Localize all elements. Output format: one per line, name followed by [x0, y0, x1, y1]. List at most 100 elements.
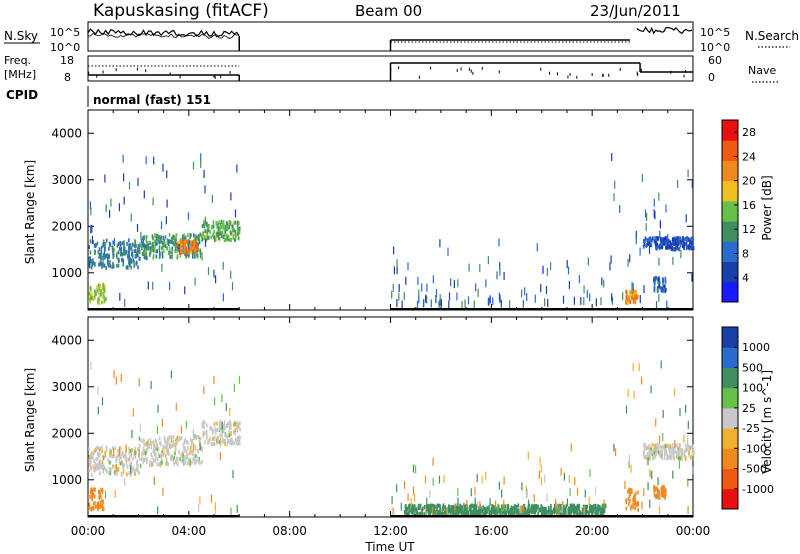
power-echo [236, 220, 239, 225]
velocity-echo [644, 455, 647, 459]
power-echo [231, 231, 234, 236]
power-echo [236, 227, 239, 232]
velocity-echo [150, 445, 153, 450]
velocity-echo [499, 511, 501, 516]
power-colorbar-segment [722, 261, 738, 283]
power-echo-sparse [231, 282, 234, 291]
power-echo [113, 248, 115, 253]
power-echo [692, 237, 695, 242]
power-echo-sparse [550, 262, 552, 271]
velocity-echo [665, 451, 668, 456]
velocity-echo [216, 427, 218, 432]
power-echo [173, 242, 175, 247]
power-echo [221, 230, 224, 235]
power-echo-sparse [403, 292, 405, 301]
velocity-echo-sparse [192, 428, 194, 437]
power-echo-sparse [116, 251, 118, 260]
power-echo [637, 294, 640, 299]
velocity-echo [216, 435, 219, 440]
velocity-echo [191, 449, 193, 454]
velocity-echo [213, 422, 215, 427]
power-echo-sparse [230, 270, 232, 279]
velocity-echo [172, 434, 175, 439]
velocity-echo [596, 506, 598, 511]
velocity-echo [629, 488, 631, 492]
velocity-echo-sparse [157, 404, 159, 413]
velocity-echo [485, 511, 487, 516]
velocity-echo [572, 507, 575, 512]
power-echo [102, 239, 105, 244]
power-echo [184, 245, 186, 250]
power-echo-sparse [667, 233, 669, 242]
power-echo [635, 296, 638, 301]
power-echo [658, 244, 660, 249]
velocity-echo [97, 462, 100, 467]
power-echo [669, 244, 671, 249]
velocity-echo-sparse [156, 425, 158, 434]
velocity-echo [654, 446, 656, 450]
velocity-echo [150, 441, 153, 446]
velocity-echo [653, 450, 656, 455]
power-echo-sparse [659, 220, 661, 229]
velocity-echo [123, 463, 125, 468]
power-echo [154, 239, 156, 244]
power-echo-sparse [134, 240, 136, 249]
velocity-echo [110, 467, 112, 472]
power-echo-sparse [489, 295, 491, 304]
velocity-echo-sparse [213, 376, 215, 384]
power-echo-sparse [503, 271, 505, 280]
power-echo [224, 224, 227, 229]
power-echo [161, 240, 164, 245]
power-echo [208, 235, 210, 240]
velocity-echo [114, 465, 116, 469]
velocity-echo-sparse [426, 497, 428, 506]
power-echo-sparse [666, 300, 668, 309]
velocity-echo [565, 504, 567, 509]
power-echo [678, 246, 681, 251]
power-echo [676, 236, 678, 241]
velocity-echo [111, 445, 114, 450]
power-echo [167, 240, 170, 244]
power-echo-sparse [128, 181, 131, 190]
velocity-echo-sparse [692, 466, 694, 475]
power-echo-sparse [619, 205, 621, 214]
velocity-echo [236, 427, 238, 432]
power-echo-sparse [152, 281, 154, 290]
velocity-echo [632, 503, 634, 507]
power-echo-sparse [222, 261, 224, 270]
velocity-echo [488, 511, 491, 516]
power-echo-sparse [200, 153, 202, 162]
power-echo-sparse [653, 283, 655, 292]
power-echo [234, 220, 236, 225]
velocity-echo [93, 494, 96, 499]
velocity-echo [130, 453, 133, 458]
power-echo-sparse [499, 267, 501, 276]
velocity-echo-sparse [660, 360, 662, 369]
velocity-echo-sparse [638, 363, 640, 372]
velocity-echo [411, 503, 413, 508]
velocity-echo [457, 506, 460, 511]
power-echo [634, 300, 637, 305]
velocity-echo [560, 512, 563, 517]
velocity-echo [150, 452, 152, 457]
power-echo [654, 275, 657, 280]
power-echo [183, 250, 185, 255]
power-echo [187, 240, 189, 244]
power-echo [661, 242, 663, 246]
velocity-echo [524, 507, 527, 512]
power-echo [88, 259, 90, 263]
velocity-echo [168, 452, 170, 457]
power-echo [674, 239, 676, 244]
velocity-echo [430, 506, 432, 511]
velocity-echo [109, 448, 111, 453]
velocity-echo [99, 503, 102, 507]
power-echo [128, 238, 130, 243]
power-echo [93, 295, 96, 300]
power-echo [138, 244, 141, 249]
power-echo-sparse [583, 297, 585, 306]
velocity-echo [661, 485, 664, 489]
velocity-echo [449, 505, 451, 509]
power-echo [191, 246, 193, 251]
power-echo-sparse [468, 263, 470, 272]
velocity-echo [166, 460, 169, 465]
